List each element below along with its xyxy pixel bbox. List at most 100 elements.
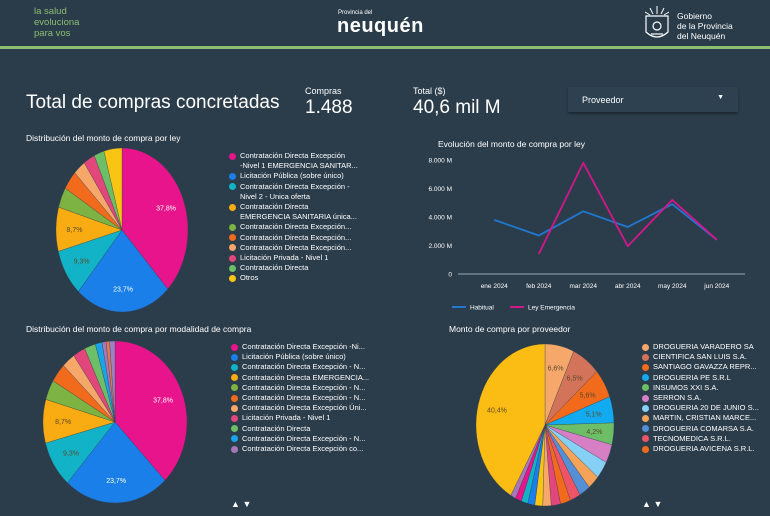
legend-item[interactable]: Contratación Directa Excepción - N...: [231, 362, 369, 372]
legend-item[interactable]: Contratación Directa Excepción - N...: [231, 383, 369, 393]
legend-item[interactable]: Contratación Directa Excepción -Ni...: [231, 342, 369, 352]
x-tick-label: ene 2024: [481, 283, 508, 290]
legend-color-dot: [231, 363, 238, 371]
legend-item[interactable]: Contratación Directa Excepción co...: [231, 444, 369, 454]
legend-item[interactable]: Contratación Directa Excepción...: [229, 233, 358, 243]
brand-logo-text: neuquén: [337, 15, 424, 37]
legend-color-dot: [231, 353, 238, 361]
legend-color-dot: [231, 435, 238, 443]
legend-item[interactable]: Contratación Directa Excepción - Nivel 2 …: [229, 182, 358, 202]
pager-up-icon[interactable]: ▲: [231, 499, 240, 509]
slice-label: 9,3%: [63, 450, 79, 457]
legend-color-dot: [642, 374, 649, 382]
pie-slice[interactable]: [109, 340, 116, 423]
legend-label: DROGUERIA PE S.R.L: [653, 372, 731, 382]
pie-slice[interactable]: [67, 421, 166, 504]
legend-item[interactable]: DROGUERIA COMARSA S.A.: [642, 424, 759, 434]
y-tick-label: 8.000 M: [429, 158, 453, 165]
legend-item[interactable]: Licitación Privada - Nivel 1: [229, 253, 358, 263]
legend-color-dot: [231, 414, 238, 422]
pie-slice[interactable]: [121, 147, 189, 290]
legend-label: Licitación Privada - Nivel 1: [240, 253, 329, 263]
legend-color-dot: [231, 445, 238, 453]
legend-color-dot: [229, 152, 236, 160]
pie-slice[interactable]: [114, 340, 188, 481]
pager-up-icon[interactable]: ▲: [642, 499, 651, 509]
legend-label: Contratación Directa Excepción - N...: [242, 433, 366, 443]
kpi-total-label: Total ($): [413, 86, 446, 96]
legend-item[interactable]: TECNOMEDICA S.R.L.: [642, 434, 759, 444]
legend-label: DROGUERIA VARADERO SA: [653, 342, 754, 351]
pie-slice[interactable]: [78, 229, 168, 313]
legend-item[interactable]: SANTIAGO GAVAZZA REPR...: [642, 362, 759, 372]
caret-down-icon: ▼: [717, 94, 724, 101]
legend-color-dot: [642, 394, 649, 402]
slice-label: 8,7%: [55, 419, 71, 426]
legend-item[interactable]: Contratación Directa Excepción...: [229, 222, 358, 232]
slice-label: 5,6%: [580, 393, 596, 400]
legend-color-dot: [231, 425, 238, 433]
legend-color-dot: [231, 384, 238, 392]
legend-label: CIENTIFICA SAN LUIS S.A.: [653, 352, 747, 362]
legend-color-dot: [231, 404, 238, 412]
legend-label[interactable]: Habitual: [470, 305, 494, 312]
legend-label: Contratación Directa: [242, 423, 311, 433]
legend-item[interactable]: Contratación Directa: [231, 424, 369, 434]
slice-label: 23,7%: [106, 478, 126, 485]
legend-item[interactable]: Licitación Pública (sobre único): [229, 171, 358, 181]
x-tick-label: may 2024: [658, 283, 687, 290]
legend-item[interactable]: Contratación Directa Excepción -Nivel 1 E…: [229, 151, 358, 171]
tagline-line: evoluciona: [34, 17, 80, 28]
pie-slice[interactable]: [475, 343, 546, 496]
legend-color-dot: [229, 264, 236, 272]
series-line-ley-emergencia[interactable]: [537, 161, 718, 255]
legend-item[interactable]: Contratación Directa: [229, 263, 358, 273]
legend-color-dot: [642, 343, 649, 351]
slice-label: 8,7%: [66, 227, 82, 234]
legend-item[interactable]: Contratación Directa EMERGENCIA SANITARIA…: [229, 202, 358, 222]
legend-label: Contratación Directa: [240, 263, 309, 273]
legend-item[interactable]: DROGUERIA PE S.R.L: [642, 373, 759, 383]
legend-color-dot: [229, 254, 236, 262]
legend-label: TECNOMEDICA S.R.L.: [653, 433, 731, 443]
legend-color-dot: [231, 374, 238, 382]
pie-slice[interactable]: [103, 147, 123, 231]
legend-item[interactable]: Otros: [229, 273, 358, 283]
proveedor-filter-dropdown[interactable]: Proveedor ▼: [568, 87, 738, 112]
legend-item[interactable]: MARTIN, CRISTIAN MARCE...: [642, 413, 759, 423]
slice-label: 6,5%: [567, 376, 583, 383]
legend-label: INSUMOS XXI S.A.: [653, 382, 719, 392]
legend-item[interactable]: INSUMOS XXI S.A.: [642, 383, 759, 393]
gobierno-line: del Neuquén: [677, 31, 726, 41]
legend-item[interactable]: Licitación Privada - Nivel 1: [231, 413, 369, 423]
pager-down-icon[interactable]: ▼: [653, 499, 663, 509]
legend-label: Licitación Pública (sobre único): [240, 171, 344, 181]
legend-color-dot: [229, 234, 236, 242]
legend-item[interactable]: Contratación Directa Excepción - N...: [231, 434, 369, 444]
legend-label: Contratación Directa Excepción...: [240, 222, 352, 232]
legend-item[interactable]: CIENTIFICA SAN LUIS S.A.: [642, 352, 759, 362]
pager-down-icon[interactable]: ▼: [242, 499, 252, 509]
app-header: [0, 0, 770, 46]
series-line-habitual[interactable]: [493, 203, 718, 241]
legend-label[interactable]: Ley Emergencia: [528, 305, 575, 312]
legend-item[interactable]: Contratación Directa Excepción Úni...: [231, 403, 369, 413]
x-tick-label: jun 2024: [703, 283, 729, 290]
legend-color-dot: [229, 172, 236, 180]
legend-color-dot: [642, 435, 649, 443]
y-tick-label: 6.000 M: [429, 186, 453, 193]
legend-item[interactable]: DROGUERIA AVICENA S.R.L.: [642, 444, 759, 454]
legend-item[interactable]: DROGUERIA VARADERO SA: [642, 342, 759, 352]
legend-item[interactable]: Contratación Directa EMERGENCIA...: [231, 373, 369, 383]
slice-label: 37,8%: [156, 205, 176, 212]
legend-item[interactable]: SERRON S.A.: [642, 393, 759, 403]
legend-label: Contratación Directa Excepción Úni...: [242, 403, 367, 413]
legend-item[interactable]: DROGUERIA 20 DE JUNIO S...: [642, 403, 759, 413]
legend-item[interactable]: Licitación Pública (sobre único): [231, 352, 369, 362]
legend-item[interactable]: Contratación Directa Excepción - N...: [231, 393, 369, 403]
kpi-compras-label: Compras: [305, 86, 342, 96]
legend-label: Contratación Directa Excepción - N...: [242, 362, 366, 372]
legend-color-dot: [642, 445, 649, 453]
legend-item[interactable]: Contratación Directa Excepción...: [229, 243, 358, 253]
x-tick-label: abr 2024: [615, 283, 641, 290]
